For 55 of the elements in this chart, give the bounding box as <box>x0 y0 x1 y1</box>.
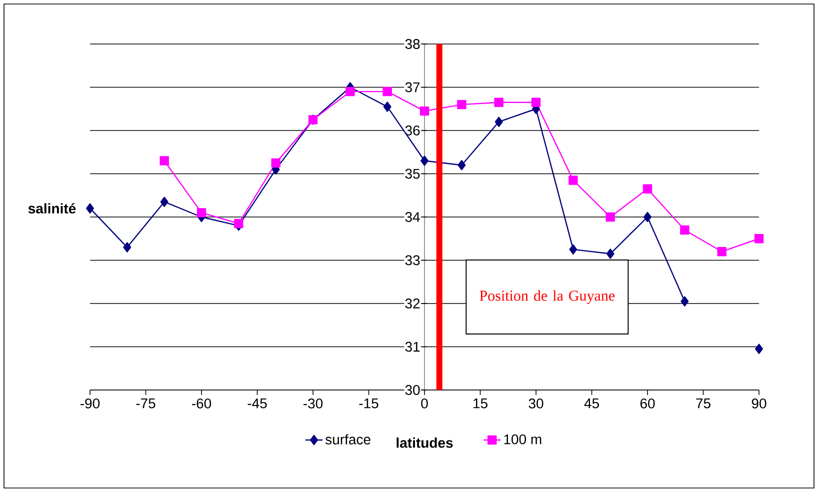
legend-label: 100 m <box>504 434 542 444</box>
y-tick-label: 35 <box>405 168 420 179</box>
point <box>754 234 764 244</box>
point <box>123 242 132 252</box>
point <box>420 156 428 166</box>
x-tick-label: -90 <box>80 398 100 408</box>
point <box>642 184 652 194</box>
x-tick-label: -75 <box>136 398 156 408</box>
x-tick-label: 15 <box>474 398 488 408</box>
point <box>531 98 541 107</box>
point <box>383 102 392 112</box>
point <box>717 247 726 256</box>
y-tick-label: 34 <box>405 212 420 222</box>
point <box>458 160 466 170</box>
point <box>160 156 169 166</box>
x-tick-label: -60 <box>192 398 212 408</box>
x-tick-label: 90 <box>752 398 766 408</box>
point <box>606 248 614 259</box>
x-tick-label: 0 <box>421 398 428 408</box>
x-axis-title: latitudes <box>396 438 453 448</box>
point <box>494 98 504 107</box>
point <box>160 196 168 207</box>
point <box>568 176 578 185</box>
point <box>86 203 94 214</box>
y-tick-label: 30 <box>405 385 420 395</box>
point <box>420 106 430 116</box>
point <box>457 100 466 110</box>
x-tick-label: 75 <box>696 398 710 408</box>
point <box>680 225 690 235</box>
y-tick-label: 38 <box>405 39 420 49</box>
y-tick-label: 32 <box>405 298 420 308</box>
x-tick-label: 30 <box>528 398 544 408</box>
point <box>644 212 652 222</box>
point <box>234 218 244 228</box>
point <box>196 208 206 218</box>
x-tick-label: -30 <box>304 398 323 408</box>
point <box>755 344 763 354</box>
point <box>569 244 578 255</box>
x-tick-label: -15 <box>359 398 378 408</box>
point <box>271 158 280 168</box>
point <box>382 86 392 96</box>
ref-line-label: Position de la Guyane <box>480 290 615 304</box>
x-tick-label: 60 <box>640 398 655 408</box>
y-tick-label: 31 <box>405 342 420 352</box>
x-tick-label: 45 <box>584 398 599 408</box>
point <box>680 296 689 306</box>
point <box>346 86 355 96</box>
point <box>606 212 615 222</box>
y-tick-label: 33 <box>405 255 420 266</box>
y-axis-title: salinité <box>28 203 76 214</box>
point <box>494 116 503 127</box>
x-tick-label: -45 <box>248 398 267 408</box>
y-tick-label: 37 <box>405 82 420 92</box>
y-tick-label: 36 <box>405 126 420 136</box>
legend-label: surface <box>325 434 370 444</box>
